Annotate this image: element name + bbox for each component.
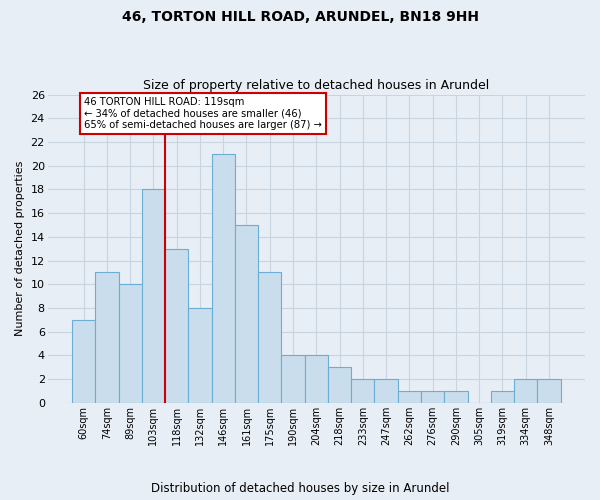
Bar <box>305 356 328 403</box>
Bar <box>374 379 398 403</box>
Bar <box>491 391 514 403</box>
Bar <box>165 248 188 403</box>
Bar <box>188 308 212 403</box>
Bar <box>119 284 142 403</box>
Bar <box>72 320 95 403</box>
Title: Size of property relative to detached houses in Arundel: Size of property relative to detached ho… <box>143 79 490 92</box>
Bar <box>328 368 351 403</box>
Bar <box>142 190 165 403</box>
Bar <box>258 272 281 403</box>
Bar <box>212 154 235 403</box>
Text: 46, TORTON HILL ROAD, ARUNDEL, BN18 9HH: 46, TORTON HILL ROAD, ARUNDEL, BN18 9HH <box>121 10 479 24</box>
Bar <box>514 379 538 403</box>
Bar <box>444 391 467 403</box>
Text: Distribution of detached houses by size in Arundel: Distribution of detached houses by size … <box>151 482 449 495</box>
Bar <box>351 379 374 403</box>
Bar <box>95 272 119 403</box>
Bar <box>421 391 444 403</box>
Bar <box>281 356 305 403</box>
Y-axis label: Number of detached properties: Number of detached properties <box>15 161 25 336</box>
Text: 46 TORTON HILL ROAD: 119sqm
← 34% of detached houses are smaller (46)
65% of sem: 46 TORTON HILL ROAD: 119sqm ← 34% of det… <box>83 97 322 130</box>
Bar <box>398 391 421 403</box>
Bar <box>235 225 258 403</box>
Bar <box>538 379 560 403</box>
